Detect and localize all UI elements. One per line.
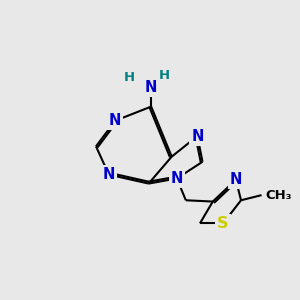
- Text: N: N: [230, 172, 242, 187]
- Text: N: N: [103, 167, 115, 182]
- Text: N: N: [109, 113, 122, 128]
- Text: N: N: [171, 171, 183, 186]
- Text: N: N: [191, 129, 204, 144]
- Text: N: N: [145, 80, 158, 95]
- Text: CH₃: CH₃: [265, 189, 292, 202]
- Text: S: S: [217, 216, 229, 231]
- Text: H: H: [158, 69, 169, 82]
- Text: H: H: [124, 70, 135, 84]
